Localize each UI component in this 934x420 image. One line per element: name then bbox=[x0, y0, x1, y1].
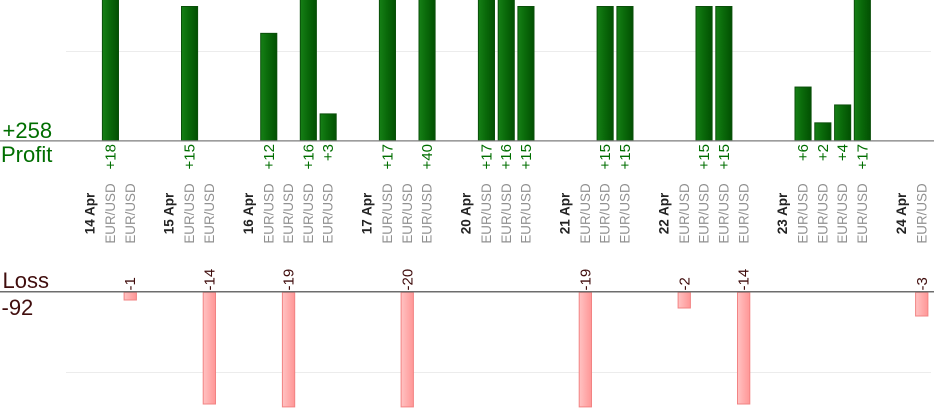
svg-text:+258: +258 bbox=[3, 118, 53, 143]
svg-text:EUR/USD: EUR/USD bbox=[736, 183, 751, 244]
svg-text:EUR/USD: EUR/USD bbox=[618, 183, 633, 244]
svg-text:EUR/USD: EUR/USD bbox=[855, 183, 870, 244]
svg-text:-14: -14 bbox=[736, 269, 753, 291]
svg-text:22 Apr: 22 Apr bbox=[656, 192, 671, 234]
svg-text:+17: +17 bbox=[380, 144, 397, 169]
svg-text:-2: -2 bbox=[676, 277, 693, 290]
svg-text:EUR/USD: EUR/USD bbox=[479, 183, 494, 244]
svg-text:EUR/USD: EUR/USD bbox=[697, 183, 712, 244]
svg-text:EUR/USD: EUR/USD bbox=[123, 183, 138, 244]
svg-text:+40: +40 bbox=[419, 144, 436, 169]
svg-text:EUR/USD: EUR/USD bbox=[202, 183, 217, 244]
svg-text:+15: +15 bbox=[518, 144, 535, 169]
svg-text:EUR/USD: EUR/USD bbox=[301, 183, 316, 244]
svg-text:-19: -19 bbox=[281, 269, 298, 291]
svg-text:-20: -20 bbox=[399, 269, 416, 291]
svg-text:EUR/USD: EUR/USD bbox=[261, 183, 276, 244]
svg-text:23 Apr: 23 Apr bbox=[775, 192, 790, 234]
svg-text:+4: +4 bbox=[835, 144, 852, 161]
svg-text:EUR/USD: EUR/USD bbox=[598, 183, 613, 244]
svg-text:Profit: Profit bbox=[1, 142, 52, 167]
svg-text:+15: +15 bbox=[716, 144, 733, 169]
svg-text:Loss: Loss bbox=[3, 268, 49, 293]
svg-text:+15: +15 bbox=[696, 144, 713, 169]
svg-text:-92: -92 bbox=[2, 295, 34, 320]
svg-text:EUR/USD: EUR/USD bbox=[103, 183, 118, 244]
svg-text:+17: +17 bbox=[478, 144, 495, 169]
svg-text:17 Apr: 17 Apr bbox=[360, 192, 375, 234]
svg-text:EUR/USD: EUR/USD bbox=[400, 183, 415, 244]
svg-text:+18: +18 bbox=[102, 144, 119, 169]
svg-text:EUR/USD: EUR/USD bbox=[815, 183, 830, 244]
svg-text:EUR/USD: EUR/USD bbox=[835, 183, 850, 244]
svg-text:+15: +15 bbox=[182, 144, 199, 169]
svg-text:+15: +15 bbox=[617, 144, 634, 169]
svg-text:+6: +6 bbox=[795, 144, 812, 161]
svg-text:EUR/USD: EUR/USD bbox=[519, 183, 534, 244]
svg-text:+2: +2 bbox=[815, 144, 832, 161]
svg-text:+15: +15 bbox=[597, 144, 614, 169]
svg-text:+16: +16 bbox=[498, 144, 515, 169]
svg-text:+16: +16 bbox=[300, 144, 317, 169]
svg-text:EUR/USD: EUR/USD bbox=[578, 183, 593, 244]
svg-text:+12: +12 bbox=[261, 144, 278, 169]
svg-text:EUR/USD: EUR/USD bbox=[499, 183, 514, 244]
svg-text:EUR/USD: EUR/USD bbox=[182, 183, 197, 244]
svg-text:EUR/USD: EUR/USD bbox=[321, 183, 336, 244]
svg-text:EUR/USD: EUR/USD bbox=[420, 183, 435, 244]
svg-text:-1: -1 bbox=[122, 277, 139, 290]
svg-text:EUR/USD: EUR/USD bbox=[380, 183, 395, 244]
svg-text:EUR/USD: EUR/USD bbox=[796, 183, 811, 244]
svg-text:EUR/USD: EUR/USD bbox=[677, 183, 692, 244]
svg-text:-19: -19 bbox=[577, 269, 594, 291]
svg-text:14 Apr: 14 Apr bbox=[83, 192, 98, 234]
svg-text:-3: -3 bbox=[914, 277, 931, 290]
svg-text:EUR/USD: EUR/USD bbox=[717, 183, 732, 244]
svg-text:+17: +17 bbox=[854, 144, 871, 169]
svg-text:EUR/USD: EUR/USD bbox=[281, 183, 296, 244]
svg-text:15 Apr: 15 Apr bbox=[162, 192, 177, 234]
svg-text:-14: -14 bbox=[201, 269, 218, 291]
svg-text:20 Apr: 20 Apr bbox=[458, 192, 473, 234]
svg-text:EUR/USD: EUR/USD bbox=[914, 183, 929, 244]
svg-text:21 Apr: 21 Apr bbox=[557, 192, 572, 234]
svg-text:16 Apr: 16 Apr bbox=[241, 192, 256, 234]
svg-text:+3: +3 bbox=[320, 144, 337, 161]
svg-text:24 Apr: 24 Apr bbox=[894, 192, 909, 234]
